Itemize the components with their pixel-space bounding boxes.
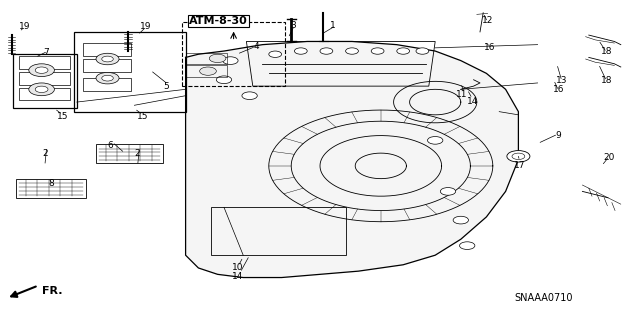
Text: 8: 8 [49,179,54,188]
Circle shape [209,54,226,63]
Text: 18: 18 [601,47,612,56]
Bar [19,56,70,69]
Circle shape [294,48,307,54]
Circle shape [223,57,238,64]
Text: 16: 16 [553,85,564,94]
Text: 19: 19 [19,22,30,31]
Polygon shape [186,41,518,278]
Circle shape [371,48,384,54]
Text: 11: 11 [456,90,468,99]
Text: 10: 10 [232,263,244,272]
Bar [83,43,131,56]
Circle shape [512,153,525,160]
Circle shape [96,72,119,84]
Text: 20: 20 [604,153,615,162]
Text: 14: 14 [232,272,244,281]
Text: 15: 15 [137,112,148,121]
Circle shape [242,92,257,100]
Text: 19: 19 [140,22,152,31]
Circle shape [428,137,443,144]
Circle shape [29,64,54,77]
Bar [186,65,227,77]
Circle shape [320,48,333,54]
Circle shape [460,242,475,249]
Text: 6: 6 [108,141,113,150]
Text: 16: 16 [484,43,495,52]
Circle shape [96,53,119,65]
Bar [83,78,131,91]
Text: ATM-8-30: ATM-8-30 [189,16,248,26]
Text: 9: 9 [556,131,561,140]
Circle shape [35,67,48,73]
Text: 4: 4 [253,42,259,51]
Bar [186,53,227,64]
Circle shape [216,76,232,84]
Circle shape [35,86,48,93]
Text: FR.: FR. [42,286,62,296]
Text: 3: 3 [291,21,296,30]
Text: 5: 5 [164,82,169,91]
Bar [19,88,70,100]
Text: 2: 2 [42,149,47,158]
Text: 15: 15 [57,112,68,121]
Circle shape [346,48,358,54]
Circle shape [397,48,410,54]
Circle shape [416,48,429,54]
Circle shape [269,51,282,57]
Circle shape [453,216,468,224]
Text: 1: 1 [330,21,335,30]
Circle shape [102,75,113,81]
Text: 13: 13 [556,76,568,85]
Circle shape [507,151,530,162]
Text: 2: 2 [135,149,140,158]
Circle shape [29,83,54,96]
Circle shape [440,188,456,195]
Text: SNAAA0710: SNAAA0710 [515,293,573,303]
Text: 7: 7 [44,48,49,57]
Text: 17: 17 [514,161,525,170]
Bar [83,59,131,72]
Text: 14: 14 [467,97,478,106]
Circle shape [102,56,113,62]
Text: 12: 12 [482,16,493,25]
Bar [19,72,70,85]
Circle shape [200,67,216,75]
Text: 18: 18 [601,76,612,85]
